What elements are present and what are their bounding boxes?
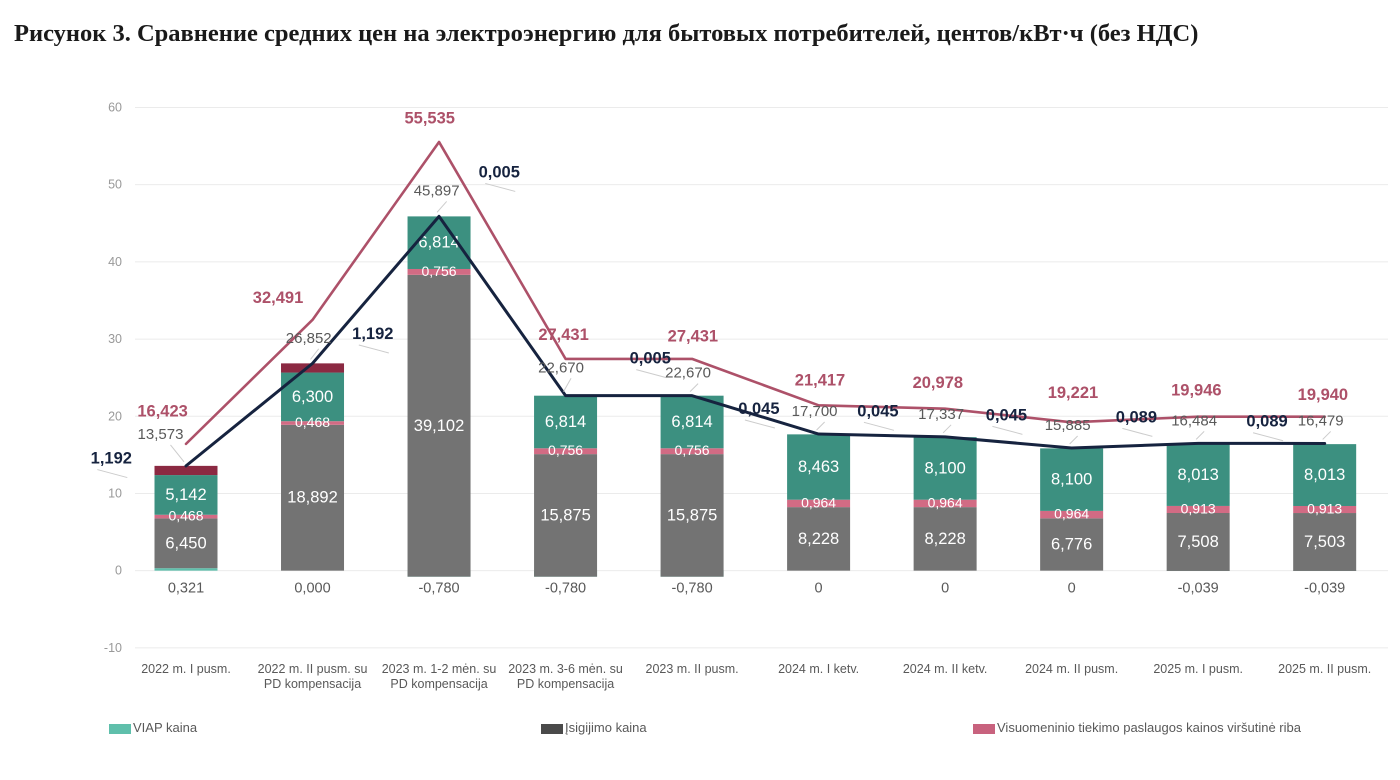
svg-text:40: 40 [108, 255, 122, 269]
svg-text:1,192: 1,192 [91, 450, 132, 468]
svg-text:8,100: 8,100 [1051, 471, 1092, 489]
svg-text:7,508: 7,508 [1178, 533, 1219, 551]
svg-text:19,940: 19,940 [1298, 386, 1348, 404]
svg-text:26,852: 26,852 [286, 330, 332, 347]
svg-text:-0,039: -0,039 [1178, 581, 1219, 597]
svg-text:PD kompensacija: PD kompensacija [517, 677, 614, 691]
svg-text:27,431: 27,431 [668, 327, 718, 345]
svg-text:19,946: 19,946 [1171, 382, 1221, 400]
svg-text:2022 m. II pusm. su: 2022 m. II pusm. su [258, 662, 368, 676]
svg-text:2023 m. II pusm.: 2023 m. II pusm. [646, 662, 739, 676]
svg-text:15,875: 15,875 [667, 506, 717, 524]
svg-text:2024 m. I ketv.: 2024 m. I ketv. [778, 662, 859, 676]
svg-text:6,814: 6,814 [671, 413, 712, 431]
svg-text:22,670: 22,670 [538, 359, 584, 376]
svg-text:0,045: 0,045 [738, 400, 779, 418]
svg-text:2023 m. 3-6 mėn. su: 2023 m. 3-6 mėn. su [508, 662, 623, 676]
svg-text:8,100: 8,100 [924, 459, 965, 477]
svg-text:8,228: 8,228 [924, 530, 965, 548]
svg-text:16,423: 16,423 [137, 402, 187, 420]
svg-text:16,484: 16,484 [1171, 412, 1217, 429]
svg-text:18,892: 18,892 [287, 489, 337, 507]
svg-text:0,045: 0,045 [857, 402, 898, 420]
svg-text:-0,780: -0,780 [545, 581, 586, 597]
svg-text:39,102: 39,102 [414, 417, 464, 435]
svg-text:16,479: 16,479 [1298, 412, 1344, 429]
svg-text:10: 10 [108, 486, 122, 500]
svg-text:0,321: 0,321 [168, 581, 204, 597]
svg-text:2024 m. II ketv.: 2024 m. II ketv. [903, 662, 988, 676]
svg-text:22,670: 22,670 [665, 365, 711, 382]
svg-text:2025 m. II pusm.: 2025 m. II pusm. [1278, 662, 1371, 676]
svg-text:19,221: 19,221 [1048, 384, 1098, 402]
svg-text:6,450: 6,450 [165, 534, 206, 552]
svg-text:5,142: 5,142 [165, 486, 206, 504]
svg-text:0,005: 0,005 [479, 163, 520, 181]
svg-text:30: 30 [108, 332, 122, 346]
svg-text:PD kompensacija: PD kompensacija [264, 677, 361, 691]
svg-text:8,013: 8,013 [1178, 466, 1219, 484]
svg-text:32,491: 32,491 [253, 289, 303, 307]
svg-text:6,776: 6,776 [1051, 536, 1092, 554]
svg-text:0,089: 0,089 [1116, 408, 1157, 426]
svg-text:2022 m. I pusm.: 2022 m. I pusm. [141, 662, 231, 676]
svg-text:17,700: 17,700 [792, 403, 838, 420]
svg-text:1,192: 1,192 [352, 325, 393, 343]
svg-text:0,045: 0,045 [986, 406, 1027, 424]
svg-text:50: 50 [108, 178, 122, 192]
svg-text:2023 m. 1-2 mėn. su: 2023 m. 1-2 mėn. su [382, 662, 497, 676]
svg-text:0,089: 0,089 [1246, 413, 1287, 431]
svg-text:-0,780: -0,780 [418, 581, 459, 597]
svg-text:21,417: 21,417 [795, 371, 845, 389]
svg-text:0,913: 0,913 [1181, 500, 1216, 516]
svg-text:0,964: 0,964 [801, 494, 836, 510]
svg-text:15,875: 15,875 [540, 506, 590, 524]
svg-text:PD kompensacija: PD kompensacija [390, 677, 487, 691]
svg-text:-0,780: -0,780 [672, 581, 713, 597]
svg-text:17,337: 17,337 [918, 406, 964, 423]
svg-text:0,756: 0,756 [422, 263, 457, 279]
svg-text:60: 60 [108, 100, 122, 114]
svg-text:0,964: 0,964 [1054, 506, 1089, 522]
svg-text:0,913: 0,913 [1307, 501, 1342, 517]
svg-text:6,300: 6,300 [292, 388, 333, 406]
svg-text:2025 m. I pusm.: 2025 m. I pusm. [1153, 662, 1243, 676]
svg-text:15,885: 15,885 [1045, 417, 1091, 434]
svg-text:27,431: 27,431 [538, 326, 588, 344]
svg-text:8,463: 8,463 [798, 458, 839, 476]
svg-text:-10: -10 [104, 641, 122, 655]
svg-text:0: 0 [941, 581, 949, 597]
svg-text:8,013: 8,013 [1304, 466, 1345, 484]
svg-text:20: 20 [108, 409, 122, 423]
svg-text:45,897: 45,897 [414, 182, 460, 199]
svg-text:0,964: 0,964 [928, 494, 963, 510]
svg-text:0: 0 [815, 581, 823, 597]
svg-text:0,000: 0,000 [294, 581, 330, 597]
svg-text:-0,039: -0,039 [1304, 581, 1345, 597]
svg-text:0: 0 [1068, 581, 1076, 597]
svg-text:55,535: 55,535 [405, 109, 455, 127]
svg-text:13,573: 13,573 [138, 426, 184, 443]
svg-text:0,468: 0,468 [168, 508, 203, 524]
svg-text:8,228: 8,228 [798, 530, 839, 548]
svg-text:6,814: 6,814 [545, 413, 586, 431]
svg-text:2024 m. II pusm.: 2024 m. II pusm. [1025, 662, 1118, 676]
svg-text:0,756: 0,756 [548, 442, 583, 458]
svg-text:0,468: 0,468 [295, 414, 330, 430]
svg-text:0: 0 [115, 564, 122, 578]
svg-text:7,503: 7,503 [1304, 533, 1345, 551]
svg-text:20,978: 20,978 [913, 374, 963, 392]
svg-text:0,756: 0,756 [675, 442, 710, 458]
